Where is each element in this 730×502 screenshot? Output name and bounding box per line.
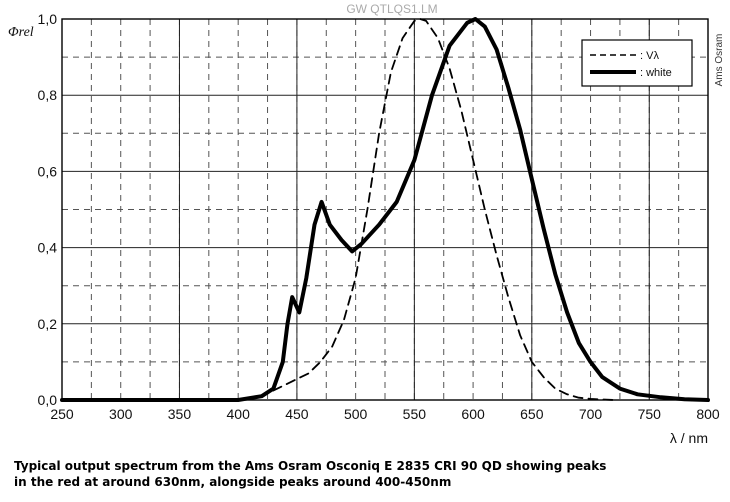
y-tick-label: 0,0: [38, 392, 58, 408]
y-tick-label: 1,0: [38, 11, 58, 27]
x-tick-label: 600: [461, 406, 485, 422]
legend-box: [581, 39, 693, 87]
series-white-line: [60, 17, 710, 402]
y-tick-label: 0,4: [38, 240, 58, 256]
legend: : Vλ : white: [581, 39, 693, 87]
x-tick-label: 350: [168, 406, 192, 422]
axis-ticks: 250 300 350 400 450 500 550 600 650 700 750 800 0,0 0…: [38, 11, 720, 422]
y-tick-label: 0,2: [38, 316, 58, 332]
y-tick-label: 0,6: [38, 163, 58, 179]
grid: [62, 19, 708, 400]
legend-label-white: : white: [640, 67, 672, 79]
x-tick-label: 700: [579, 406, 603, 422]
watermark: Ams Osram: [714, 34, 725, 87]
figure-caption: Typical output spectrum from the Ams Osr…: [14, 458, 654, 490]
legend-label-v-lambda: : Vλ: [640, 50, 659, 62]
plot-frame: [61, 18, 709, 401]
x-tick-label: 750: [638, 406, 662, 422]
x-tick-label: 300: [109, 406, 133, 422]
y-axis-label: Φrel: [8, 25, 34, 40]
x-tick-label: 650: [520, 406, 544, 422]
x-tick-label: 550: [403, 406, 427, 422]
x-axis-label: λ / nm: [670, 430, 708, 446]
x-tick-label: 500: [344, 406, 368, 422]
series-group: [60, 17, 710, 402]
y-tick-label: 0,8: [38, 87, 58, 103]
x-tick-label: 800: [696, 406, 720, 422]
x-tick-label: 250: [50, 406, 74, 422]
series-v-lambda-line: [213, 18, 615, 401]
chart-title: GW QTLQS1.LM: [346, 2, 437, 16]
caption-line-1: Typical output spectrum from the Ams Osr…: [14, 459, 607, 473]
caption-line-2: in the red at around 630nm, alongside pe…: [14, 475, 452, 489]
x-tick-label: 400: [227, 406, 251, 422]
x-tick-label: 450: [285, 406, 309, 422]
